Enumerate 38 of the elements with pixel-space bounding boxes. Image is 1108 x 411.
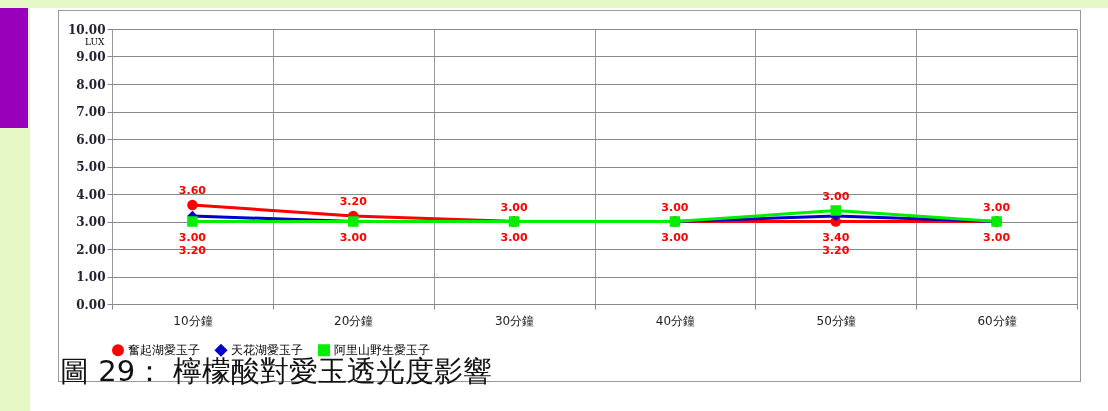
point: [187, 216, 198, 227]
legend-label: 阿里山野生愛玉子: [334, 343, 430, 358]
point: [187, 199, 198, 211]
data-label: 3.20: [822, 243, 850, 257]
y-tick-label: 4.00: [76, 187, 106, 202]
x-tick-label: 10分鐘: [173, 313, 213, 328]
y-tick-label: 0.00: [76, 297, 106, 312]
y-tick-label: 6.00: [76, 132, 106, 147]
data-label: 3.00: [822, 189, 850, 203]
y-tick-label: 7.00: [76, 105, 106, 119]
x-tick-label: 60分鐘: [977, 313, 1017, 328]
data-label: 3.00: [339, 230, 368, 244]
data-label: 3.20: [339, 195, 368, 208]
data-label: 3.00: [983, 230, 1011, 244]
x-tick-label: 20分鐘: [334, 313, 374, 328]
y-tick-label: 2.00: [76, 242, 106, 257]
data-label: 3.60: [178, 184, 207, 197]
x-tick-label: 30分鐘: [494, 313, 535, 328]
y-tick-label: 10.00: [67, 22, 106, 37]
y-tick-label: 3.00: [76, 215, 106, 229]
y-tick-label: 9.00: [76, 50, 106, 64]
y-tick-label: 5.00: [76, 160, 106, 174]
data-label: 3.00: [178, 230, 207, 244]
y-axis-title: LUX: [85, 36, 106, 47]
y-tick-label: 1.00: [76, 270, 106, 284]
x-tick-label: 50分鐘: [816, 313, 856, 328]
legend-label: 天花湖愛玉子: [231, 343, 303, 358]
data-label: 3.00: [661, 200, 689, 214]
y-tick-label: 8.00: [76, 77, 106, 92]
data-label: 3.00: [500, 200, 528, 214]
data-label: 3.00: [661, 230, 689, 244]
legend-label: 奮起湖愛玉子: [128, 343, 200, 358]
point: [830, 205, 841, 216]
data-label: 3.20: [178, 243, 207, 257]
data-label: 3.00: [500, 230, 528, 244]
data-label: 3.00: [983, 200, 1011, 214]
data-label: 3.40: [822, 230, 850, 244]
x-tick-label: 40分鐘: [655, 313, 696, 328]
